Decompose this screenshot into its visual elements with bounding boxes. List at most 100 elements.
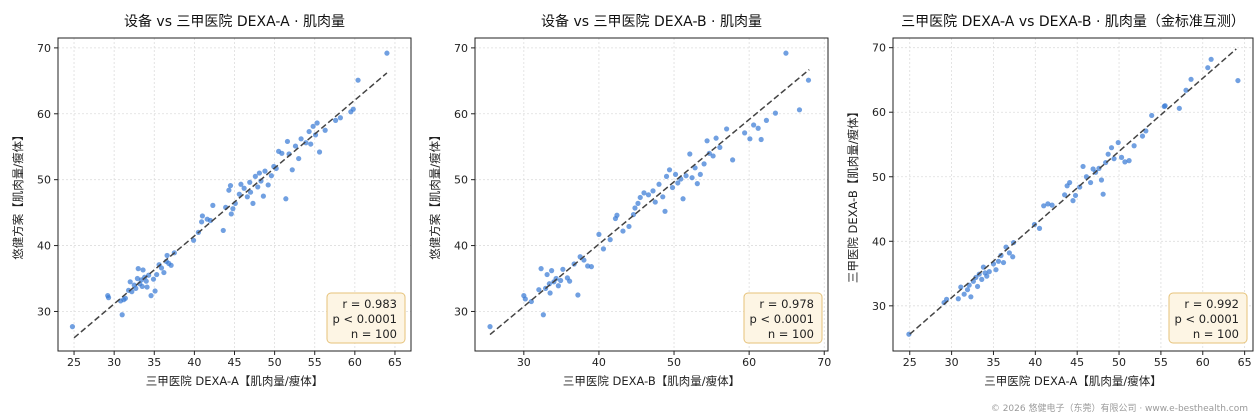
data-point [1045, 201, 1051, 207]
data-point [250, 200, 256, 206]
data-point [993, 267, 999, 273]
stats-line: n = 100 [768, 327, 814, 341]
data-point [268, 173, 275, 179]
data-point [255, 184, 261, 190]
data-point [1006, 250, 1012, 256]
data-point [227, 183, 234, 189]
data-point [620, 228, 626, 234]
data-point [289, 167, 295, 173]
data-point [1070, 198, 1076, 204]
y-tick-label: 70 [454, 42, 468, 55]
data-point [210, 202, 216, 208]
x-tick-label: 35 [986, 356, 1000, 369]
data-point [69, 324, 76, 330]
y-tick-label: 40 [37, 240, 51, 253]
data-point [247, 189, 254, 195]
data-point [689, 175, 695, 181]
data-point [663, 173, 670, 179]
data-point [575, 292, 581, 298]
data-point [296, 155, 302, 162]
y-tick-label: 50 [872, 171, 886, 184]
stats-line: r = 0.983 [342, 297, 397, 311]
data-point [150, 276, 157, 282]
data-point [247, 179, 253, 185]
plot-frame [474, 37, 829, 352]
data-point [154, 271, 160, 278]
chart-panel-3: 25 30 35 40 45 50 55 60 65 30 40 50 60 70 三甲医院 DEXA-A … [846, 14, 1254, 388]
y-tick-label: 40 [872, 235, 886, 248]
data-point [1188, 76, 1194, 82]
data-point [1205, 65, 1211, 71]
stats-line: r = 0.978 [759, 297, 814, 311]
data-point [236, 191, 242, 197]
data-point [596, 231, 602, 237]
x-axis-label: 三甲医院 DEXA-B【肌肉量/瘦体】 [563, 374, 740, 388]
data-point [683, 173, 689, 179]
data-point [164, 252, 170, 259]
data-point [244, 194, 250, 200]
stats-line: n = 100 [351, 327, 397, 341]
data-point [650, 188, 656, 194]
chart-title: 三甲医院 DEXA-A vs DEXA-B · 肌肉量（金标准互测） [901, 14, 1245, 30]
data-point [322, 127, 328, 133]
data-point [133, 285, 139, 291]
data-point [1126, 158, 1132, 164]
chart-panel-1: 25 30 35 40 45 50 55 60 65 30 40 50 60 70 设备 vs 三甲医院 D… [11, 13, 412, 388]
data-point [986, 269, 992, 275]
chart-panel-2: 30 40 50 60 70 30 40 50 60 70 设备 vs 三甲医院 DEXA-B · … [428, 13, 831, 388]
x-tick-label: 50 [268, 356, 282, 369]
data-point [158, 265, 165, 271]
x-tick-label: 30 [945, 356, 959, 369]
y-tick-label: 60 [454, 108, 468, 121]
stats-line: n = 100 [1193, 327, 1239, 341]
data-point [148, 293, 154, 299]
data-point [1162, 103, 1168, 109]
data-point [710, 153, 716, 159]
y-tick-label: 70 [872, 42, 886, 55]
data-point [140, 267, 146, 273]
data-point [262, 168, 268, 174]
y-tick-label: 30 [454, 305, 468, 318]
data-point [220, 227, 226, 234]
data-point [558, 277, 564, 284]
data-point [1077, 184, 1083, 190]
data-point [161, 269, 167, 276]
data-point [626, 223, 632, 230]
data-point [238, 181, 244, 187]
data-point [384, 50, 390, 56]
data-point [1111, 156, 1117, 162]
data-point [763, 117, 770, 123]
y-axis-label: 悠健方案【肌肉量/瘦体】 [428, 129, 442, 259]
x-axis-label: 三甲医院 DEXA-A【肌肉量/瘦体】 [146, 374, 323, 388]
data-point [144, 284, 150, 290]
data-point [528, 298, 534, 305]
data-point [974, 283, 981, 290]
data-point [614, 212, 620, 218]
data-point [1100, 191, 1106, 197]
data-point [135, 266, 141, 272]
data-point [973, 274, 979, 281]
data-point [713, 135, 719, 141]
data-point [1208, 56, 1214, 62]
data-point [704, 138, 710, 144]
data-point [1118, 154, 1125, 160]
data-point [119, 312, 125, 318]
data-point [487, 324, 493, 330]
data-point [337, 115, 343, 121]
data-point [1183, 87, 1189, 93]
data-point [540, 312, 546, 318]
data-point [747, 136, 753, 142]
data-point [758, 136, 764, 143]
data-point [522, 296, 528, 302]
data-point [1080, 163, 1086, 170]
data-point [228, 211, 234, 217]
data-point [1235, 77, 1241, 84]
data-point [544, 271, 550, 278]
data-point [1067, 179, 1073, 186]
y-axis-label: 悠健方案【肌肉量/瘦体】 [11, 129, 25, 259]
y-tick-label: 30 [872, 300, 886, 313]
data-point [567, 278, 573, 284]
x-tick-label: 25 [903, 356, 917, 369]
x-tick-label: 45 [1070, 356, 1084, 369]
